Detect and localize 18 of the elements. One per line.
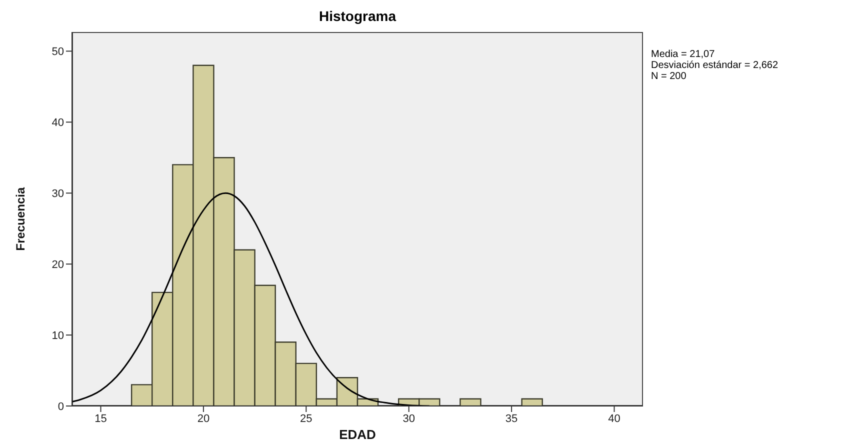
x-tick-label: 35 [505, 412, 518, 425]
x-tick-label: 20 [197, 412, 210, 425]
x-tick-label: 15 [94, 412, 107, 425]
x-tick-label: 30 [402, 412, 415, 425]
chart-title: Histograma [318, 8, 398, 24]
text: Media = 21,07 [651, 49, 716, 60]
y-tick-label: 50 [52, 46, 64, 58]
text: Desviación estándar = 2,662 [651, 60, 778, 71]
y-axis-title: Frecuencia [13, 187, 28, 251]
y-tick-label: 40 [52, 117, 64, 130]
x-tick-label: 25 [300, 412, 312, 425]
y-tick-label: 0 [58, 400, 64, 413]
text: N = 200 [651, 71, 688, 82]
y-tick-label: 10 [52, 330, 64, 342]
x-axis-title: EDAD [339, 427, 376, 442]
y-tick-label: 30 [52, 188, 64, 200]
y-tick-label: 20 [52, 258, 64, 271]
x-tick-label: 40 [608, 412, 620, 425]
